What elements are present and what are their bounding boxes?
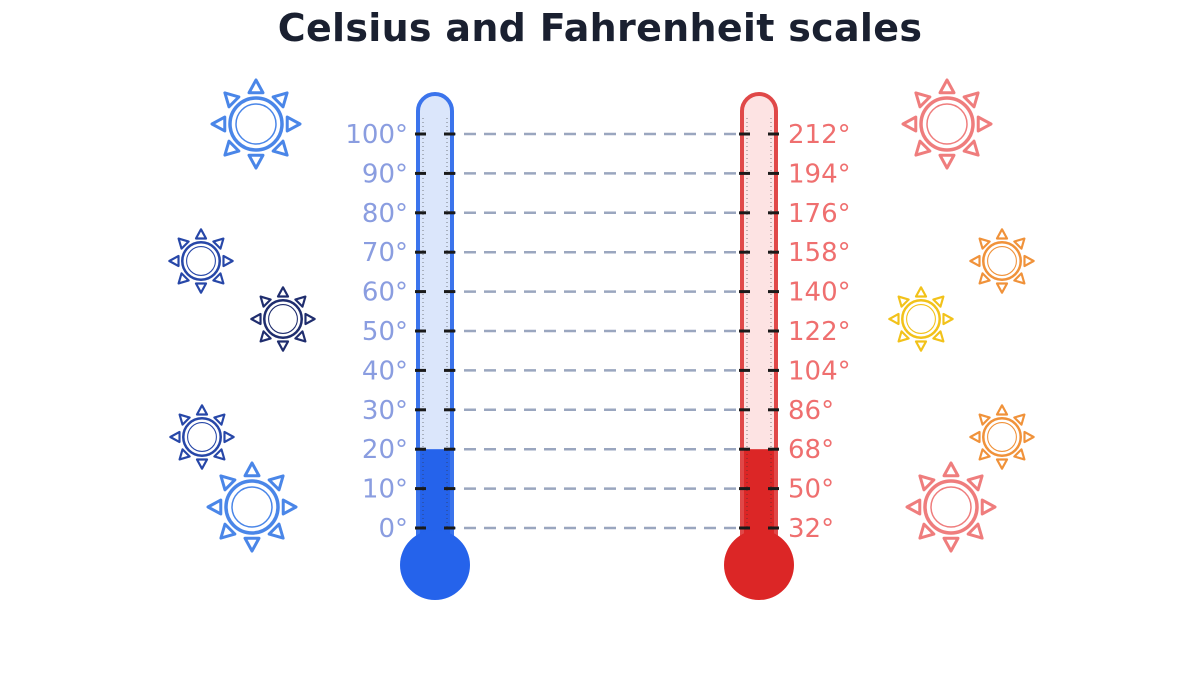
sun-icon-right-3 bbox=[888, 286, 954, 352]
thermometer-bulb bbox=[724, 530, 794, 600]
tick-label: 90° bbox=[362, 159, 408, 189]
tick-label: 40° bbox=[362, 356, 408, 386]
diagram-title: Celsius and Fahrenheit scales bbox=[277, 6, 923, 50]
tick-label: 70° bbox=[362, 238, 408, 268]
tick-label: 194° bbox=[788, 159, 851, 189]
tick-label: 10° bbox=[362, 475, 408, 505]
sun-icon-right-2 bbox=[969, 228, 1035, 294]
thermometer-bulb bbox=[400, 530, 470, 600]
tick-label: 140° bbox=[788, 278, 851, 308]
sun-icon-left-4 bbox=[169, 404, 235, 470]
sun-icon-right-1 bbox=[901, 78, 993, 170]
sun-icon-left-2 bbox=[168, 228, 234, 294]
celsius-thermometer: 100° 90° 80° 70° 60° 50° 40° 30° 20° 10° 0° bbox=[345, 92, 470, 600]
tick-label: 20° bbox=[362, 435, 408, 465]
tick-label: 60° bbox=[362, 278, 408, 308]
tick-label: 100° bbox=[345, 120, 408, 150]
fahrenheit-thermometer: 212° 194° 176° 158° 140° 122° 104° 86° 68° 50° 32° bbox=[724, 92, 851, 600]
tick-label: 86° bbox=[788, 396, 834, 426]
tick-label: 80° bbox=[362, 199, 408, 229]
tick-label: 30° bbox=[362, 396, 408, 426]
tick-label: 68° bbox=[788, 435, 834, 465]
sun-icon-right-5 bbox=[905, 461, 997, 553]
tick-label: 176° bbox=[788, 199, 851, 229]
tick-label: 158° bbox=[788, 238, 851, 268]
tick-label: 212° bbox=[788, 120, 851, 150]
tick-label: 32° bbox=[788, 514, 834, 544]
tick-label: 50° bbox=[362, 317, 408, 347]
sun-icon-right-4 bbox=[969, 404, 1035, 470]
tick-label: 122° bbox=[788, 317, 851, 347]
tick-label: 50° bbox=[788, 475, 834, 505]
sun-icon-left-1 bbox=[210, 78, 302, 170]
sun-icon-left-3 bbox=[250, 286, 316, 352]
sun-icon-left-5 bbox=[206, 461, 298, 553]
tick-label: 104° bbox=[788, 356, 851, 386]
tick-label: 0° bbox=[378, 514, 408, 544]
